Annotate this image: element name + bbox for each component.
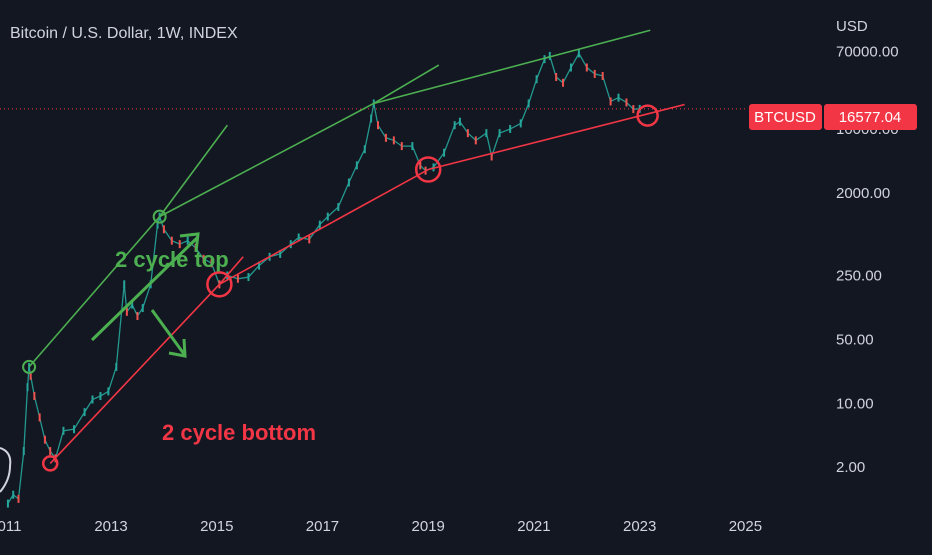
red-cycle-circle <box>206 271 233 298</box>
y-tick-label-10.00: 10.00 <box>836 395 874 412</box>
chart-title: Bitcoin / U.S. Dollar, 1W, INDEX <box>10 25 238 42</box>
price-badge-value-box <box>824 104 917 130</box>
y-tick-label-250.00: 250.00 <box>836 267 882 284</box>
green-trendline <box>159 124 228 218</box>
x-tick-label-2023: 2023 <box>623 518 656 535</box>
green-trendline <box>373 64 440 105</box>
x-tick-label-2021: 2021 <box>517 518 550 535</box>
y-tick-label-2000.00: 2000.00 <box>836 185 890 202</box>
red-cycle-circle <box>414 156 442 183</box>
cycle-bottom-label: 2 cycle bottom <box>162 420 316 445</box>
cycle-top-label: 2 cycle top <box>115 247 229 272</box>
red-trendline <box>49 283 220 464</box>
currency-label: USD <box>836 18 868 35</box>
price-badge-value: 16577.04 <box>839 109 902 126</box>
green-trendline <box>159 102 375 218</box>
green-cycle-circle <box>152 209 167 224</box>
price-badge-symbol-box <box>749 104 822 130</box>
green-arrow-small-shaft <box>150 309 186 355</box>
x-tick-label-2025: 2025 <box>729 518 762 535</box>
y-tick-label-2.00: 2.00 <box>836 459 865 476</box>
green-arrow-small-head <box>168 338 187 358</box>
red-cycle-circle <box>41 455 59 472</box>
y-tick-label-70000.00: 70000.00 <box>836 44 899 61</box>
red-trendline <box>428 103 685 171</box>
green-trendline <box>28 216 161 368</box>
drawing-tool-icon[interactable] <box>0 447 12 493</box>
price-badge-symbol: BTCUSD <box>754 109 816 126</box>
plot-layer <box>0 29 748 508</box>
x-tick-label-2015: 2015 <box>200 518 233 535</box>
red-trendline <box>219 168 429 286</box>
x-tick-label-2011: 2011 <box>0 518 21 535</box>
green-arrow-head <box>179 232 200 253</box>
green-trendline <box>373 29 651 105</box>
red-cycle-circle <box>636 104 659 127</box>
y-tick-label-50.00: 50.00 <box>836 331 874 348</box>
green-cycle-circle <box>22 359 37 374</box>
x-tick-label-2019: 2019 <box>412 518 445 535</box>
green-arrow-shaft <box>90 235 200 342</box>
x-tick-label-2013: 2013 <box>94 518 127 535</box>
x-tick-label-2017: 2017 <box>306 518 339 535</box>
price-badge: BTCUSD 16577.04 <box>749 104 917 130</box>
red-trendline <box>218 256 244 285</box>
